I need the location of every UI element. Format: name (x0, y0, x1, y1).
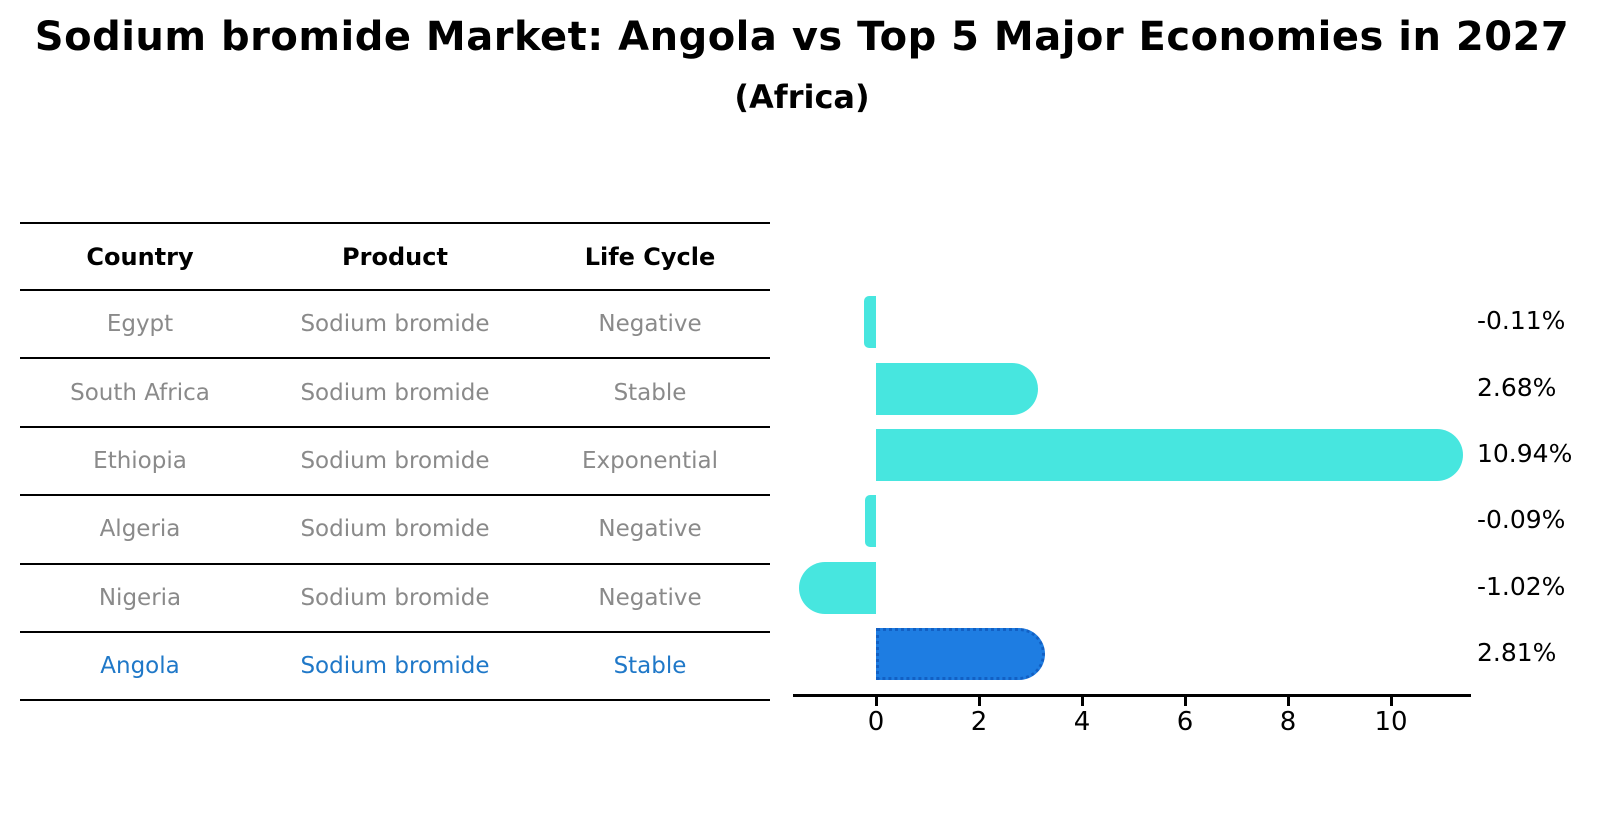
x-tick-label: 8 (1279, 707, 1297, 737)
product-cell: Sodium bromide (300, 447, 490, 474)
table-row-angola: Angola Sodium bromide Stable (20, 633, 770, 702)
x-tick-mark (1389, 697, 1393, 706)
country-cell: Ethiopia (93, 447, 187, 474)
bar-nigeria (799, 561, 876, 614)
column-header-lifecycle: Life Cycle (584, 242, 716, 271)
x-tick-label: 0 (867, 707, 885, 737)
country-table: Country Product Life Cycle Egypt Sodium … (20, 222, 770, 702)
country-cell: Algeria (99, 516, 181, 543)
product-cell: Sodium bromide (300, 584, 490, 611)
lifecycle-cell: Negative (598, 516, 702, 543)
x-tick-mark (874, 697, 878, 706)
country-cell: Nigeria (98, 584, 182, 611)
bar-algeria (865, 495, 876, 548)
column-header-country: Country (86, 242, 194, 271)
value-label-south-africa: 2.68% (1477, 372, 1557, 402)
product-cell: Sodium bromide (300, 516, 490, 543)
bar-south-africa (876, 362, 1039, 415)
lifecycle-cell: Exponential (581, 447, 718, 474)
table-row: South Africa Sodium bromide Stable (20, 359, 770, 428)
bar-ethiopia (876, 429, 1464, 481)
x-axis (793, 694, 1471, 697)
x-tick-label: 4 (1073, 707, 1091, 737)
table-row: Ethiopia Sodium bromide Exponential (20, 428, 770, 497)
value-label-algeria: -0.09% (1477, 505, 1566, 535)
table-header-row: Country Product Life Cycle (20, 222, 770, 291)
column-header-product: Product (342, 242, 448, 271)
country-cell: Egypt (106, 311, 174, 338)
x-tick-mark (1183, 697, 1187, 706)
product-cell: Sodium bromide (300, 653, 490, 680)
product-cell: Sodium bromide (300, 311, 490, 338)
x-tick-mark (977, 697, 981, 706)
bar-egypt (864, 296, 876, 349)
x-tick-label: 10 (1374, 707, 1408, 737)
chart-subtitle: (Africa) (734, 78, 870, 116)
product-cell: Sodium bromide (300, 379, 490, 406)
value-label-egypt: -0.11% (1477, 306, 1566, 336)
lifecycle-cell: Negative (598, 311, 702, 338)
country-cell: Angola (100, 653, 180, 680)
lifecycle-cell: Stable (613, 379, 687, 406)
lifecycle-cell: Negative (598, 584, 702, 611)
value-label-angola: 2.81% (1477, 638, 1557, 668)
table-row: Egypt Sodium bromide Negative (20, 291, 770, 360)
x-tick-label: 2 (970, 707, 988, 737)
x-tick-label: 6 (1176, 707, 1194, 737)
x-tick-mark (1080, 697, 1084, 706)
bar-angola (876, 628, 1045, 681)
lifecycle-cell: Stable (613, 653, 687, 680)
chart-title: Sodium bromide Market: Angola vs Top 5 M… (34, 14, 1570, 60)
table-row: Nigeria Sodium bromide Negative (20, 565, 770, 633)
value-label-ethiopia: 10.94% (1477, 439, 1573, 468)
country-cell: South Africa (70, 379, 210, 406)
value-label-nigeria: -1.02% (1477, 571, 1566, 601)
x-tick-mark (1286, 697, 1290, 706)
table-row: Algeria Sodium bromide Negative (20, 496, 770, 565)
